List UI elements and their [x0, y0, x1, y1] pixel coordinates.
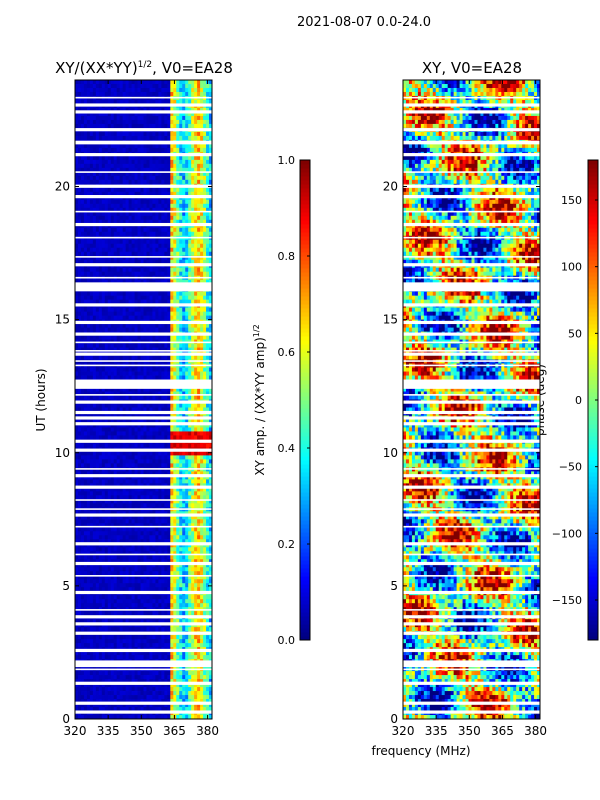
phase-colorbar: −150 −100 −50 0 50 100 150 [552, 159, 599, 641]
amp-colorbar: 0.0 0.2 0.4 0.6 0.8 1.0 [278, 154, 311, 647]
phase-heatmap-image [403, 80, 541, 720]
amp-title-exponent: 1/2 [138, 60, 152, 70]
amp-colorbar-label-exponent: 1/2 [252, 324, 261, 337]
amp-colorbar-tick-label: 0.0 [278, 634, 296, 647]
amp-colorbar-tick-label: 0.8 [278, 250, 296, 263]
phase-y-tick-label: 20 [383, 180, 398, 194]
amp-heatmap-image [75, 80, 213, 720]
amp-title-base: XY/(XX*YY) [55, 59, 138, 77]
phase-x-tick-label: 335 [425, 724, 448, 738]
phase-x-axis-label: frequency (MHz) [371, 744, 470, 758]
amp-colorbar-tick-label: 0.4 [278, 442, 296, 455]
phase-colorbar-tick-label: 150 [561, 194, 582, 207]
phase-colorbar-tick-label: 100 [561, 261, 582, 274]
amp-colorbar-label: XY amp. / (XX*YY amp)1/2 [252, 324, 267, 475]
amp-x-tick-label: 320 [64, 724, 87, 738]
amp-y-tick-label: 0 [62, 712, 70, 726]
amp-y-tick-label: 20 [55, 180, 70, 194]
amp-y-tick-label: 10 [55, 446, 70, 460]
amp-y-tick-label: 5 [62, 579, 70, 593]
amp-colorbar-tick-label: 0.2 [278, 538, 296, 551]
phase-colorbar-tick-label: −50 [559, 461, 582, 474]
amp-x-tick-label: 380 [196, 724, 219, 738]
amp-title-suffix: , V0=EA28 [152, 59, 233, 77]
phase-x-tick-label: 320 [392, 724, 415, 738]
phase-colorbar-tick-label: 50 [568, 327, 582, 340]
amp-axes: 320 335 350 365 380 0 5 10 15 20 [55, 79, 219, 738]
phase-y-tick-label: 10 [383, 446, 398, 460]
phase-x-tick-label: 380 [524, 724, 547, 738]
amp-y-tick-label: 15 [55, 313, 70, 327]
amp-x-tick-label: 350 [130, 724, 153, 738]
figure-suptitle: 2021-08-07 0.0-24.0 [297, 15, 431, 30]
phase-x-tick-label: 365 [491, 724, 514, 738]
phase-colorbar-tick-label: −100 [552, 527, 582, 540]
amp-y-axis-label: UT (hours) [34, 368, 48, 431]
phase-y-tick-label: 5 [390, 579, 398, 593]
amp-panel-title: XY/(XX*YY)1/2, V0=EA28 [55, 59, 233, 77]
amp-x-tick-label: 365 [163, 724, 186, 738]
phase-colorbar-tick-label: −150 [552, 594, 582, 607]
amp-x-tick-label: 335 [97, 724, 120, 738]
amp-colorbar-tick-label: 1.0 [278, 154, 296, 167]
phase-panel-title: XY, V0=EA28 [422, 59, 522, 77]
amp-colorbar-tick-label: 0.6 [278, 346, 296, 359]
phase-x-tick-label: 350 [458, 724, 481, 738]
amp-colorbar-label-base: XY amp. / (XX*YY amp) [253, 337, 267, 475]
phase-y-tick-label: 15 [383, 313, 398, 327]
phase-colorbar-tick-label: 0 [575, 394, 582, 407]
phase-y-tick-label: 0 [390, 712, 398, 726]
phase-axes: 320 335 350 365 380 0 5 10 15 20 [383, 79, 547, 738]
